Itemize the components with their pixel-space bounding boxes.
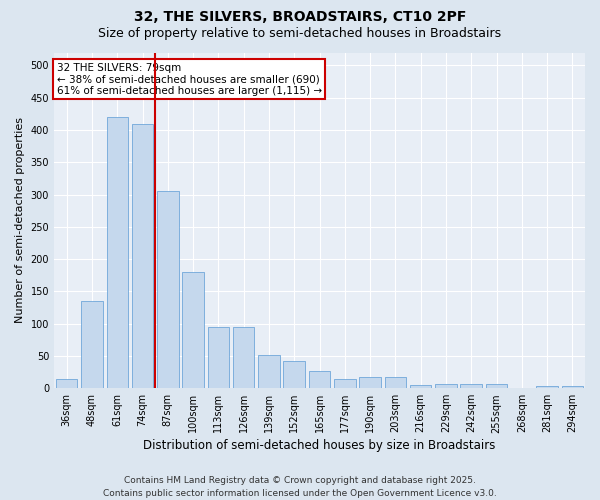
Bar — [309, 372, 330, 388]
Bar — [283, 361, 305, 388]
Bar — [157, 192, 179, 388]
Bar — [410, 385, 431, 388]
Bar — [107, 117, 128, 388]
Text: 32 THE SILVERS: 79sqm
← 38% of semi-detached houses are smaller (690)
61% of sem: 32 THE SILVERS: 79sqm ← 38% of semi-deta… — [56, 62, 322, 96]
Bar — [536, 386, 558, 388]
X-axis label: Distribution of semi-detached houses by size in Broadstairs: Distribution of semi-detached houses by … — [143, 440, 496, 452]
Bar — [208, 327, 229, 388]
Bar — [460, 384, 482, 388]
Bar — [182, 272, 204, 388]
Bar — [334, 378, 356, 388]
Bar — [486, 384, 507, 388]
Text: Size of property relative to semi-detached houses in Broadstairs: Size of property relative to semi-detach… — [98, 28, 502, 40]
Text: 32, THE SILVERS, BROADSTAIRS, CT10 2PF: 32, THE SILVERS, BROADSTAIRS, CT10 2PF — [134, 10, 466, 24]
Bar — [562, 386, 583, 388]
Text: Contains HM Land Registry data © Crown copyright and database right 2025.
Contai: Contains HM Land Registry data © Crown c… — [103, 476, 497, 498]
Bar — [81, 301, 103, 388]
Bar — [233, 327, 254, 388]
Bar — [258, 354, 280, 388]
Bar — [132, 124, 153, 388]
Bar — [385, 376, 406, 388]
Y-axis label: Number of semi-detached properties: Number of semi-detached properties — [15, 118, 25, 324]
Bar — [56, 379, 77, 388]
Bar — [359, 376, 381, 388]
Bar — [435, 384, 457, 388]
